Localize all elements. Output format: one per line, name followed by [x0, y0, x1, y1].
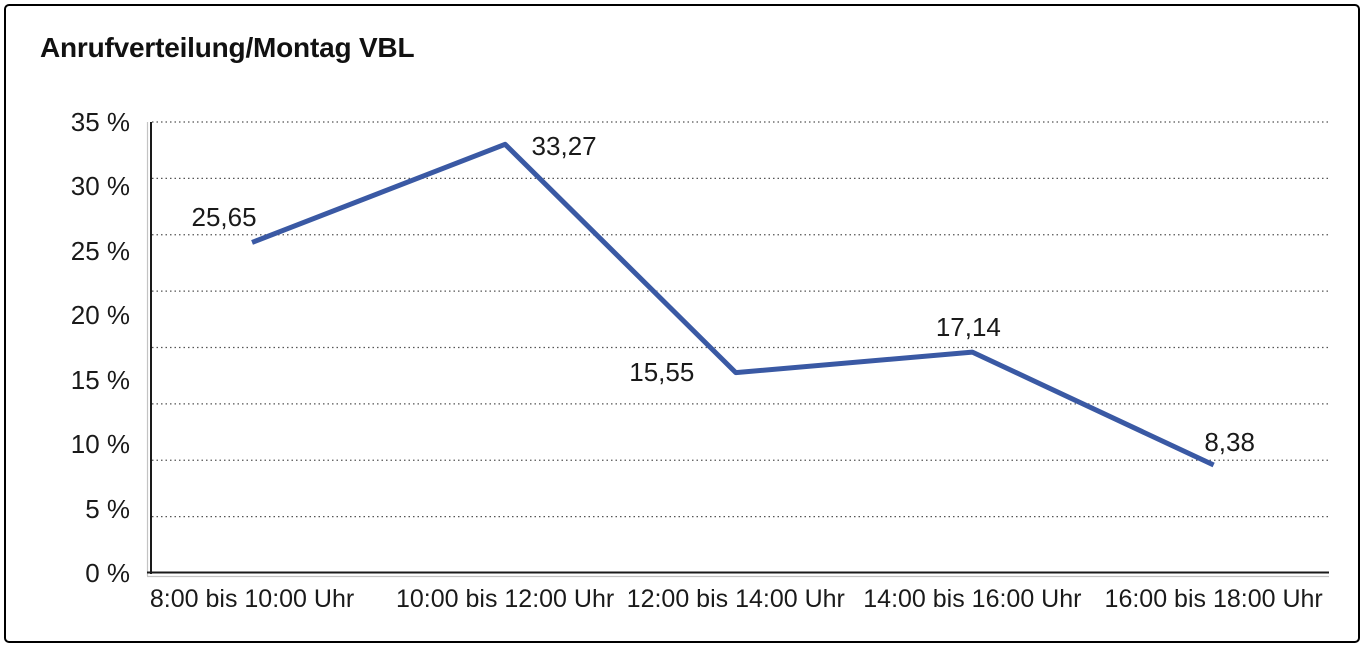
data-point-label: 33,27: [531, 131, 597, 162]
x-axis-category-label: 8:00 bis 10:00 Uhr: [149, 585, 355, 613]
y-axis-tick-label: 10 %: [70, 429, 130, 460]
data-point-label: 25,65: [191, 202, 257, 233]
data-point-label: 17,14: [935, 312, 1001, 343]
data-series-line: [251, 141, 1215, 468]
chart-frame: Anrufverteilung/Montag VBL 35 % 30 % 25 % 2…: [4, 4, 1360, 643]
line-chart: [146, 121, 1329, 578]
data-point-label: 15,55: [629, 356, 695, 387]
y-axis-tick-label: 35 %: [70, 107, 130, 137]
data-point-label: 8,38: [1204, 427, 1255, 458]
x-axis-category-label: 14:00 bis 16:00 Uhr: [863, 585, 1082, 613]
y-axis-tick-label: 15 %: [70, 364, 130, 395]
y-axis-tick-label: 20 %: [70, 300, 130, 331]
y-axis-tick-label: 30 %: [70, 171, 130, 202]
chart-title: Anrufverteilung/Montag VBL: [40, 32, 415, 63]
y-axis-tick-label: 5 %: [85, 493, 130, 524]
y-axis-tick-label: 0 %: [85, 558, 130, 588]
x-axis-category-label: 16:00 bis 18:00 Uhr: [1104, 585, 1323, 613]
x-axis-category-label: 10:00 bis 12:00 Uhr: [395, 585, 615, 613]
y-axis-tick-label: 25 %: [70, 235, 130, 266]
gridlines: [152, 121, 1329, 518]
x-axis-category-label: 12:00 bis 14:00 Uhr: [626, 585, 845, 613]
